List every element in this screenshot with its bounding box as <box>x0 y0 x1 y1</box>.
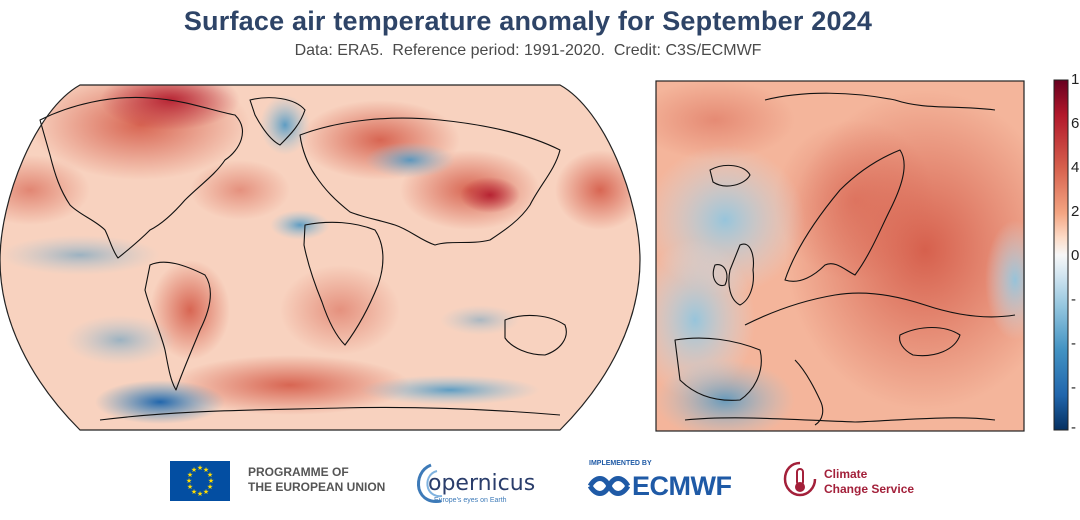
coast-north-america <box>39 96 243 259</box>
coast-greenland <box>249 97 306 146</box>
svg-text:★: ★ <box>191 466 197 474</box>
europe-map-frame <box>655 80 1025 432</box>
eu-programme-label: PROGRAMME OF THE EUROPEAN UNION <box>248 465 385 495</box>
cool-anomaly-iberia <box>655 360 795 432</box>
coast-eurasia <box>299 117 561 246</box>
ecmwf-implemented-label: IMPLEMENTED BY <box>589 460 652 467</box>
world-anomaly-map <box>0 84 641 431</box>
colorbar-tick-label: - <box>1071 291 1076 308</box>
warm-anomaly-north-pacific <box>0 155 90 225</box>
coast-black-sea <box>899 327 961 357</box>
coast-south-america <box>144 261 211 391</box>
c3s-thermometer-icon <box>783 461 817 497</box>
svg-text:★: ★ <box>207 471 213 479</box>
world-coastlines <box>39 96 567 421</box>
coast-italy <box>794 359 824 426</box>
svg-text:★: ★ <box>203 488 209 496</box>
cool-anomaly-south-pacific <box>65 315 175 365</box>
cool-anomaly-indian-ocean <box>440 305 520 335</box>
eu-stars-icon: ★ ★★ ★★★ ★★★ ★★★ <box>186 464 214 498</box>
coast-australia <box>504 314 567 356</box>
europe-coastlines <box>674 92 1016 426</box>
europe-anomaly-map <box>655 80 1025 432</box>
colorbar-gradient <box>1053 79 1069 431</box>
colorbar-tick-label: - <box>1071 419 1076 436</box>
colorbar-tick-label: 2 <box>1071 203 1080 220</box>
colorbar-tick-label: 1 <box>1071 71 1080 88</box>
copernicus-tagline: Europe's eyes on Earth <box>434 497 507 504</box>
coast-scandinavia <box>784 149 905 282</box>
warm-anomaly-africa <box>280 265 400 355</box>
svg-text:★: ★ <box>208 477 214 485</box>
cool-anomaly-east-pacific <box>0 235 160 275</box>
coast-great-britain <box>728 243 754 306</box>
svg-text:★: ★ <box>187 483 193 491</box>
chart-title: Surface air temperature anomaly for Sept… <box>183 6 873 36</box>
eu-flag-logo: ★ ★ ★ ★ ★ ★ ★ ★ ★ ★ ★ ★ <box>170 461 230 501</box>
c3s-label-line: Change Service <box>824 482 915 496</box>
cool-anomaly-north-atlantic <box>270 210 330 240</box>
ecmwf-logo-icon <box>588 476 630 496</box>
colorbar-tick-label: 4 <box>1071 159 1080 176</box>
eu-programme-line: THE EUROPEAN UNION <box>248 480 386 494</box>
coast-africa <box>303 221 384 346</box>
colorbar-tick-label: - <box>1071 335 1076 352</box>
world-map-frame <box>0 84 641 431</box>
warm-anomaly-pacific-east <box>555 150 640 230</box>
svg-text:★: ★ <box>187 471 193 479</box>
coast-mediterranean-south <box>684 417 996 423</box>
cool-anomaly-east-antarctica <box>360 375 540 405</box>
colorbar-tick-label: 6 <box>1071 115 1080 132</box>
coast-iceland <box>709 164 751 187</box>
cool-anomaly-atlantic <box>655 240 755 400</box>
copernicus-logo-icon <box>417 463 443 503</box>
coast-continental <box>744 292 1016 326</box>
c3s-label-line: Climate <box>824 467 868 481</box>
coast-ireland <box>712 264 728 287</box>
svg-text:★: ★ <box>207 483 213 491</box>
colorbar-tick-label: 0 <box>1071 247 1080 264</box>
cool-anomaly-antarctic-peninsula <box>95 380 225 424</box>
footer-logos: ★ ★ ★ ★ ★ ★ ★ ★ ★ ★ ★ ★ PROGRAMME OF THE EUROPEA… <box>0 455 1080 515</box>
svg-text:★: ★ <box>203 466 209 474</box>
ecmwf-name: ECMWF <box>632 471 732 501</box>
warm-anomaly-china <box>460 177 520 213</box>
svg-text:★: ★ <box>197 490 203 498</box>
coast-arctic-north <box>764 92 996 111</box>
svg-text:★: ★ <box>197 464 203 472</box>
cool-anomaly-west-siberia <box>365 142 455 178</box>
colorbar <box>1053 79 1069 431</box>
cool-anomaly-arctic-east <box>985 220 1025 340</box>
warm-anomaly-scandinavia <box>775 120 935 280</box>
svg-text:★: ★ <box>186 477 192 485</box>
eu-programme-line: PROGRAMME OF <box>248 465 349 479</box>
c3s-label: Climate Change Service <box>824 467 914 497</box>
coast-antarctica <box>99 406 561 421</box>
chart-subtitle: Data: ERA5. Reference period: 1991-2020.… <box>294 42 762 59</box>
svg-text:★: ★ <box>191 488 197 496</box>
warm-anomaly-southern-ocean <box>170 355 410 415</box>
warm-anomaly-north-atlantic <box>190 160 290 220</box>
coast-iberia <box>674 337 762 401</box>
copernicus-name: opernicus <box>428 471 536 496</box>
colorbar-tick-label: - <box>1071 379 1076 396</box>
warm-anomaly-north-sea <box>655 80 795 160</box>
